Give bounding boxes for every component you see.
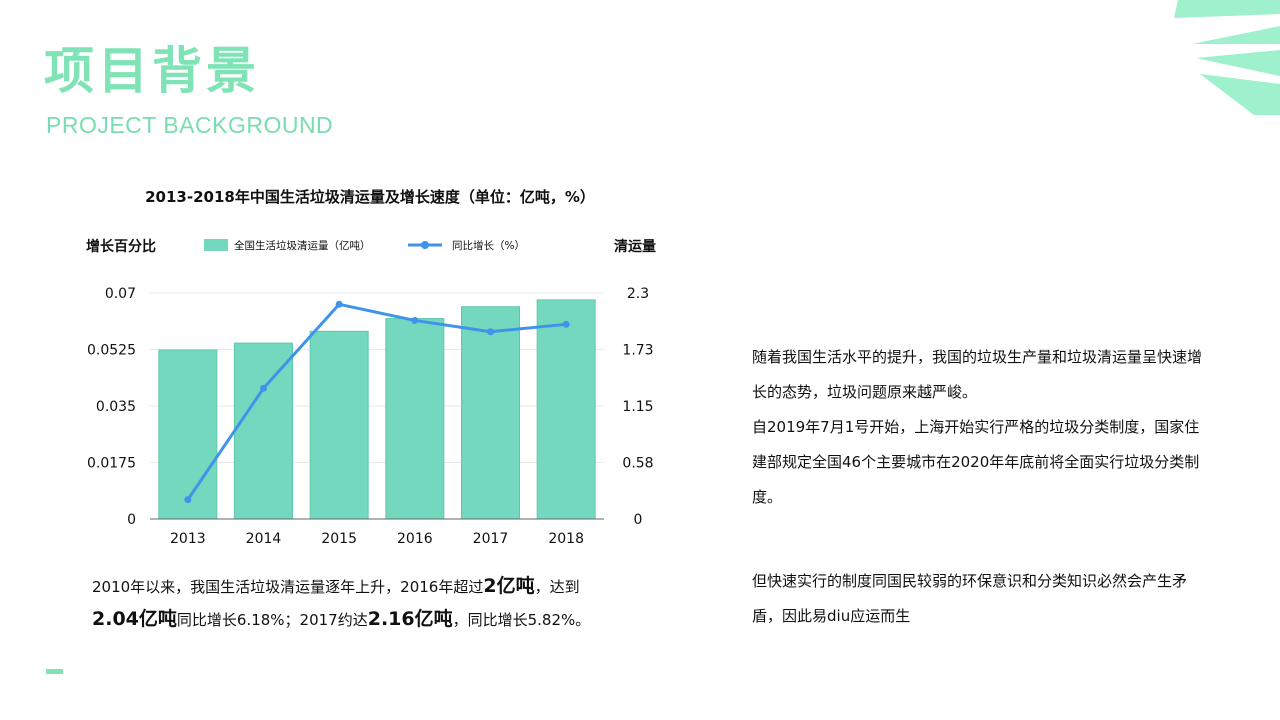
growth-point — [184, 496, 192, 504]
y-right-tick: 0 — [634, 512, 643, 528]
y-right-label: 清运量 — [614, 238, 656, 255]
background-paragraph-3: 但快速实行的制度同国民较弱的环保意识和分类知识必然会产生矛盾，因此易diu应运而… — [752, 572, 1188, 625]
conflict-text: 但快速实行的制度同国民较弱的环保意识和分类知识必然会产生矛盾，因此易diu应运而… — [752, 564, 1212, 634]
bar — [461, 306, 520, 520]
summary-seg-3: 同比增长6.18%；2017约达 — [176, 611, 368, 629]
legend-bar-swatch — [204, 239, 228, 251]
y-right-tick: 1.15 — [622, 399, 653, 415]
background-paragraph-2: 自2019年7月1号开始，上海开始实行严格的垃圾分类制度，国家住建部规定全国46… — [752, 418, 1200, 506]
decorative-shards — [1174, 0, 1280, 115]
x-tick-label: 2015 — [321, 531, 357, 547]
y-right-tick: 1.73 — [622, 343, 653, 359]
y-left-label: 增长百分比 — [86, 238, 156, 255]
summary-highlight-2: 2.04亿吨 — [92, 608, 177, 630]
y-left-tick: 0 — [127, 512, 136, 528]
y-right-tick: 0.58 — [622, 456, 653, 472]
page-subtitle: PROJECT BACKGROUND — [46, 112, 334, 138]
growth-point — [487, 328, 494, 336]
y-left-tick: 0.035 — [96, 399, 136, 415]
page-title: 项目背景 — [44, 42, 260, 100]
bar — [234, 342, 293, 520]
bar — [158, 349, 218, 520]
background-text: 随着我国生活水平的提升，我国的垃圾生产量和垃圾清运量呈快速增长的态势，垃圾问题原… — [752, 340, 1212, 515]
plot-area: 0 0 0.0175 0.58 0.035 1.15 0.0525 1.73 0.07 2.3 20… — [87, 286, 654, 547]
growth-point — [335, 300, 343, 308]
y-right-tick: 2.3 — [627, 286, 649, 302]
x-tick-label: 2014 — [246, 531, 282, 547]
y-left-tick: 0.07 — [105, 286, 136, 302]
bar — [536, 299, 596, 520]
growth-point — [260, 384, 267, 392]
growth-point — [562, 320, 570, 328]
summary-highlight-1: 2亿吨 — [483, 575, 535, 597]
y-left-tick: 0.0175 — [87, 456, 136, 472]
bar — [309, 330, 369, 520]
summary-seg-4: ，同比增长5.82%。 — [452, 611, 591, 629]
summary-text: 2010年以来，我国生活垃圾清运量逐年上升，2016年超过2亿吨，达到 2.04… — [92, 570, 652, 636]
x-tick-label: 2013 — [170, 531, 206, 547]
summary-seg-2: ，达到 — [534, 578, 580, 596]
legend-line-label: 同比增长（%） — [452, 239, 525, 252]
growth-line — [186, 302, 567, 501]
growth-point — [411, 316, 419, 324]
background-paragraph-1: 随着我国生活水平的提升，我国的垃圾生产量和垃圾清运量呈快速增长的态势，垃圾问题原… — [752, 348, 1203, 401]
x-tick-label: 2017 — [473, 531, 509, 547]
bottom-accent-bar — [46, 669, 63, 674]
bar — [385, 318, 445, 520]
x-tick-label: 2018 — [548, 531, 584, 547]
summary-seg-1: 2010年以来，我国生活垃圾清运量逐年上升，2016年超过 — [92, 578, 484, 596]
x-tick-label: 2016 — [397, 531, 433, 547]
legend-bar-label: 全国生活垃圾清运量（亿吨） — [234, 239, 371, 252]
legend-line-marker — [421, 241, 429, 249]
summary-highlight-3: 2.16亿吨 — [367, 608, 453, 630]
y-left-tick: 0.0525 — [87, 343, 136, 359]
chart-title: 2013-2018年中国生活垃圾清运量及增长速度（单位：亿吨，%） — [145, 188, 595, 206]
chart: 2013-2018年中国生活垃圾清运量及增长速度（单位：亿吨，%） 增长百分比 … — [86, 188, 656, 547]
